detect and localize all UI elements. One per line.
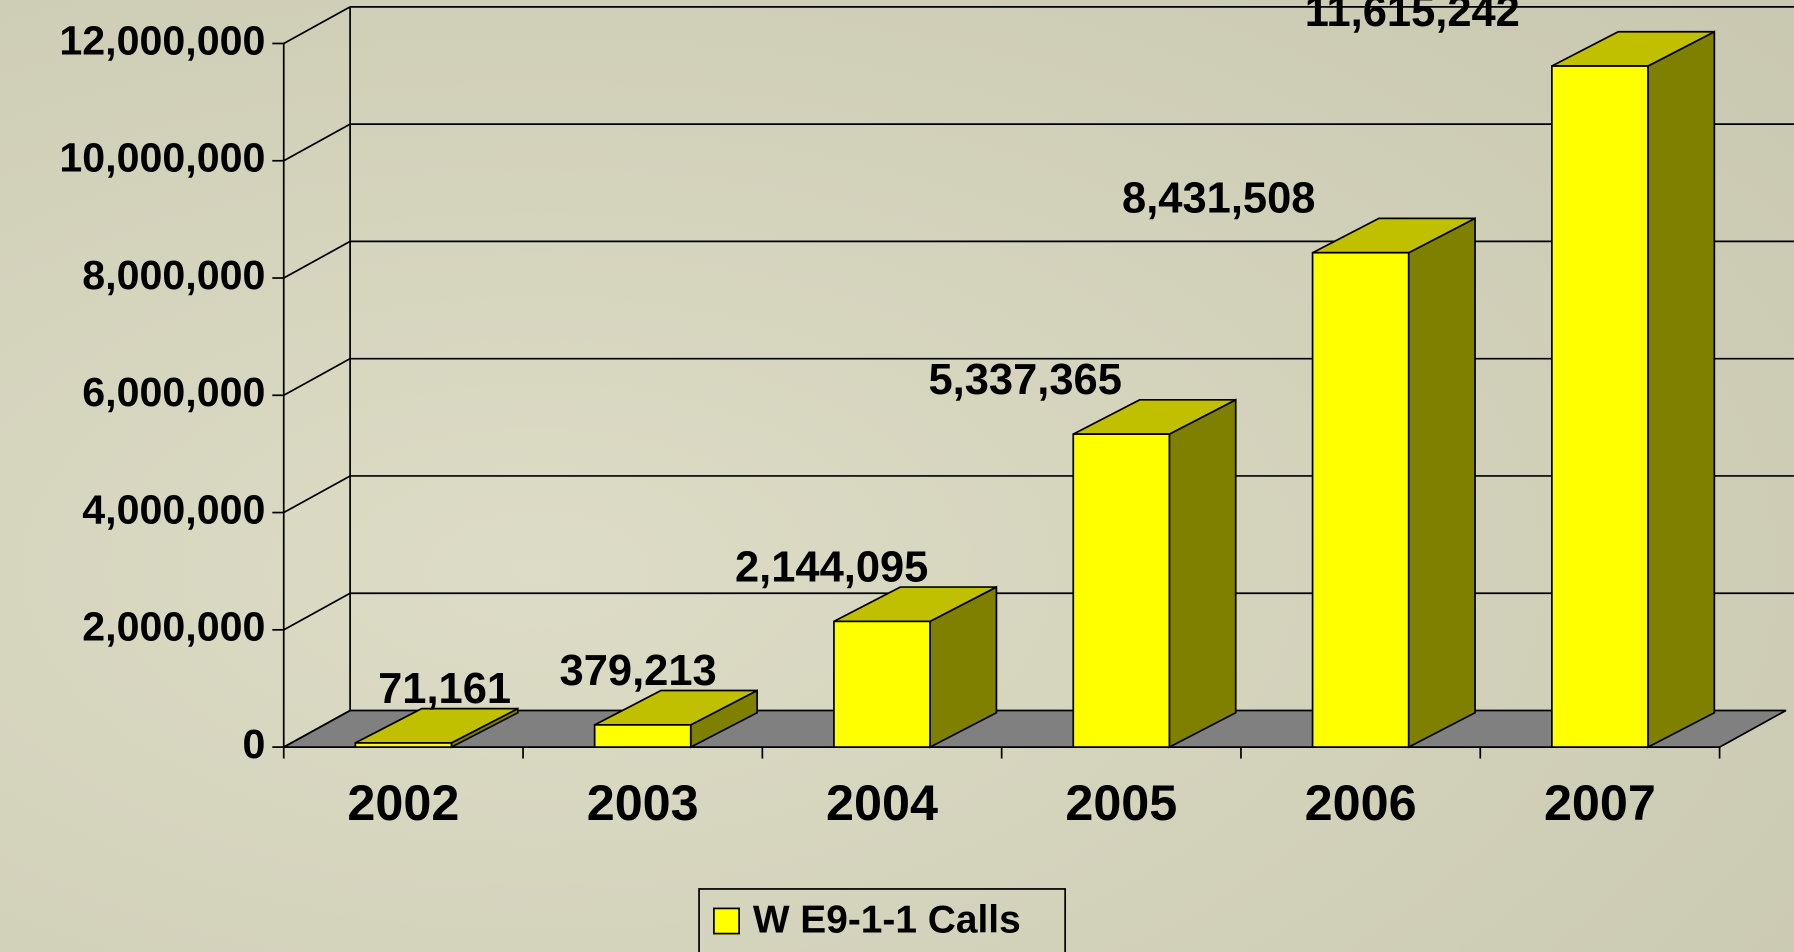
bar [1313, 253, 1409, 747]
value-label: 71,161 [378, 665, 511, 713]
bar [595, 725, 691, 747]
bar-side [1648, 32, 1714, 747]
y-tick-label: 6,000,000 [82, 369, 265, 415]
bar-side [1409, 218, 1475, 747]
x-tick-label: 2003 [587, 774, 699, 831]
chart: 0 2,000,000 4,000,000 6,000,000 8,000,000 10,… [0, 0, 1794, 952]
y-tick-label: 10,000,000 [59, 135, 265, 181]
y-tick-label: 8,000,000 [82, 252, 265, 298]
page: {"chart_data": {"type": "bar3d", "catego… [0, 0, 1794, 952]
x-tick-label: 2004 [826, 774, 938, 831]
legend-swatch [714, 908, 739, 933]
bar [834, 621, 930, 747]
x-tick-label: 2005 [1065, 774, 1177, 831]
y-tick-label: 0 [243, 721, 266, 767]
x-tick-label: 2007 [1544, 774, 1656, 831]
value-label: 379,213 [560, 647, 717, 695]
value-label: 2,144,095 [735, 543, 928, 591]
bar-side [1169, 400, 1235, 747]
bar [1552, 66, 1648, 747]
value-label: 11,615,242 [1305, 0, 1520, 36]
legend-label: W E9-1-1 Calls [753, 898, 1021, 941]
x-tick-label: 2002 [347, 774, 459, 831]
value-label: 5,337,365 [929, 356, 1122, 404]
y-tick-label: 12,000,000 [59, 17, 265, 63]
bar [1073, 434, 1169, 747]
y-tick-label: 4,000,000 [82, 486, 265, 532]
x-tick-label: 2006 [1305, 774, 1417, 831]
bar [355, 743, 451, 747]
value-label: 8,431,508 [1122, 175, 1315, 223]
y-tick-label: 2,000,000 [82, 604, 265, 650]
